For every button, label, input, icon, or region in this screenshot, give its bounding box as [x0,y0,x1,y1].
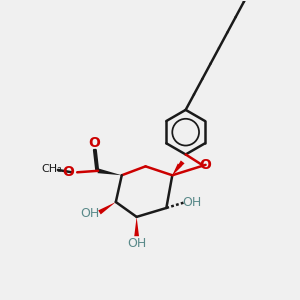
Polygon shape [98,202,116,214]
Polygon shape [98,169,122,175]
Text: OH: OH [183,196,202,208]
Polygon shape [172,164,182,175]
Text: OH: OH [80,207,100,220]
Text: O: O [88,136,100,151]
Text: OH: OH [127,237,146,250]
Text: O: O [62,165,74,179]
Polygon shape [172,160,184,175]
Text: O: O [200,158,211,172]
Polygon shape [134,217,139,236]
Text: CH₃: CH₃ [41,164,62,174]
